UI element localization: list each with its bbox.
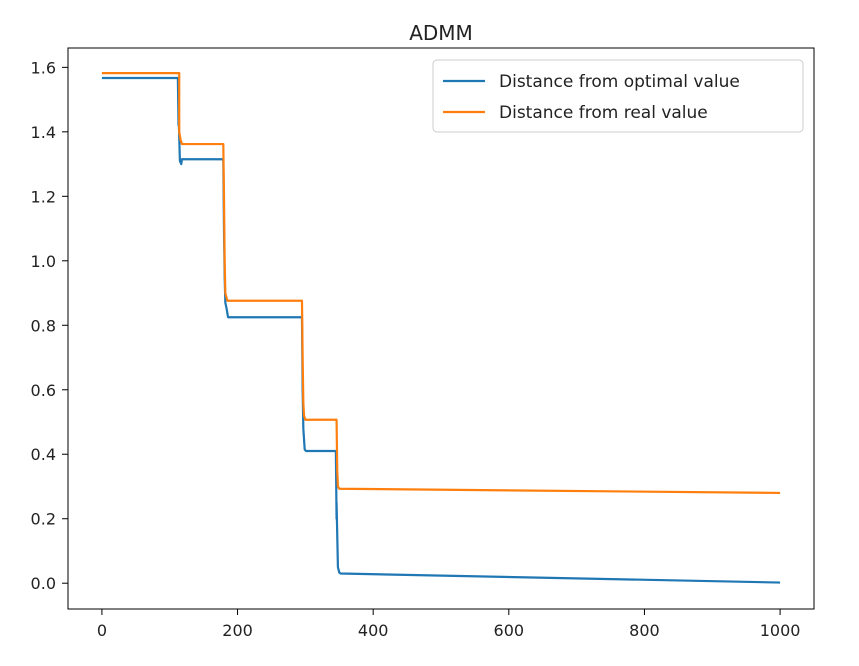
y-tick-label: 1.6 xyxy=(31,58,56,77)
legend-label-1: Distance from optimal value xyxy=(499,72,740,92)
plot-area: 0 200 400 600 800 1000 0.0 0.2 0.4 0.6 0.8 1.0 1.2 1.… xyxy=(31,47,815,640)
series-line-1 xyxy=(101,76,781,584)
y-tick-label: 0.4 xyxy=(31,445,56,464)
x-tick-label: 400 xyxy=(358,621,389,640)
legend-box xyxy=(432,59,804,133)
series-line-2 xyxy=(101,72,781,495)
chart-title: ADMM xyxy=(409,21,473,45)
y-tick-label: 0.0 xyxy=(31,574,56,593)
x-tick-label: 1000 xyxy=(760,621,801,640)
y-tick-label: 0.6 xyxy=(31,381,56,400)
x-tick-label: 800 xyxy=(629,621,660,640)
y-tick-label: 1.2 xyxy=(31,187,56,206)
x-tick-label: 600 xyxy=(494,621,525,640)
y-tick-label: 1.4 xyxy=(31,123,56,142)
x-tick-label: 0 xyxy=(97,621,107,640)
legend-label-2: Distance from real value xyxy=(499,103,708,123)
axes-frame xyxy=(67,47,815,610)
y-tick-label: 1.0 xyxy=(31,252,56,271)
y-tick-label: 0.2 xyxy=(31,510,56,529)
x-tick-label: 200 xyxy=(222,621,253,640)
y-tick-label: 0.8 xyxy=(31,316,56,335)
